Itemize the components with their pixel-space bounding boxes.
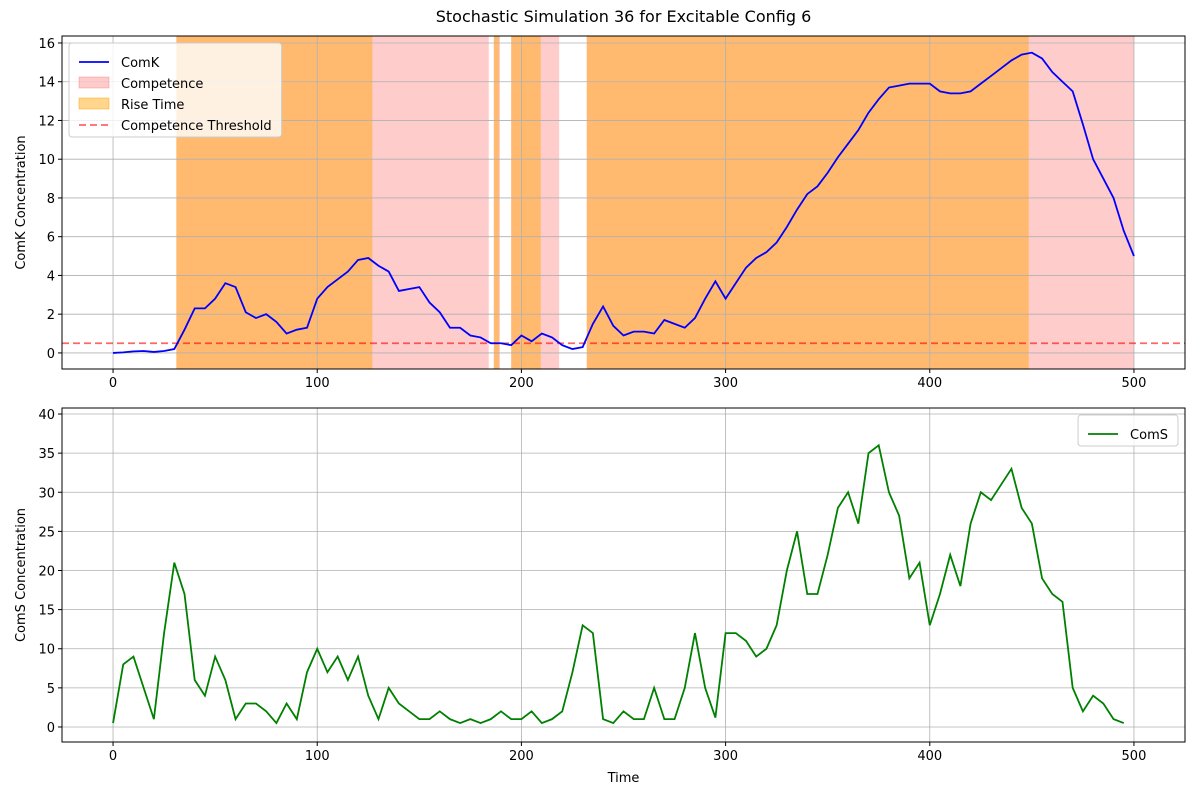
y-tick-label: 6 <box>47 231 55 246</box>
legend-swatch <box>78 97 110 110</box>
y-tick-label: 35 <box>38 447 55 462</box>
x-tick-label: 400 <box>917 376 942 391</box>
x-tick-label: 300 <box>713 376 738 391</box>
y-tick-label: 0 <box>47 721 55 736</box>
legend-label: Rise Time <box>121 98 184 113</box>
y-tick-label: 30 <box>38 486 55 501</box>
legend-label: Competence <box>121 77 203 92</box>
legend-label: ComK <box>121 56 160 71</box>
y-tick-label: 12 <box>38 114 55 129</box>
subplot: Stochastic Simulation 36 for Excitable C… <box>14 7 1186 391</box>
data-line <box>112 443 1125 725</box>
legend-frame <box>68 42 283 138</box>
y-tick-label: 2 <box>47 308 55 323</box>
legend-frame <box>1077 414 1179 447</box>
span <box>511 36 541 369</box>
x-tick-label: 400 <box>917 749 942 764</box>
x-axis-label: Time <box>607 771 640 786</box>
y-tick-label: 10 <box>38 643 55 658</box>
y-tick-label: 16 <box>38 37 55 52</box>
x-tick-label: 500 <box>1122 749 1147 764</box>
x-tick-label: 200 <box>509 749 534 764</box>
span <box>511 36 560 369</box>
legend-swatch <box>78 76 110 89</box>
x-tick-label: 500 <box>1122 376 1147 391</box>
y-tick-label: 14 <box>38 76 55 91</box>
subplot: 0 100 200 300 400 500 0 5 10 15 20 25 30 35 40 Time ComS… <box>14 407 1186 786</box>
chart-title: Stochastic Simulation 36 for Excitable C… <box>436 7 812 26</box>
y-axis-label: ComS Concentration <box>14 508 29 642</box>
y-tick-label: 0 <box>47 347 55 362</box>
axes-frame <box>61 407 1186 743</box>
x-tick-label: 200 <box>509 376 534 391</box>
axes-frame <box>61 35 1186 370</box>
data-line <box>112 51 1135 354</box>
span <box>493 36 499 369</box>
y-tick-label: 20 <box>38 565 55 580</box>
span <box>586 36 1029 369</box>
legend: ComS <box>1077 414 1179 447</box>
x-tick-label: 100 <box>305 749 330 764</box>
y-tick-label: 4 <box>47 269 55 284</box>
x-tick-label: 0 <box>109 749 117 764</box>
legend: ComK Competence Rise Time Competence Thresh… <box>68 42 283 138</box>
y-axis-label: ComK Concentration <box>14 135 29 269</box>
y-tick-label: 40 <box>38 408 55 423</box>
legend-label: Competence Threshold <box>121 119 272 134</box>
y-tick-label: 10 <box>38 153 55 168</box>
y-tick-label: 5 <box>47 682 55 697</box>
x-tick-label: 100 <box>305 376 330 391</box>
legend-label: ComS <box>1130 428 1168 443</box>
span <box>586 36 1134 369</box>
x-tick-label: 0 <box>109 376 117 391</box>
x-tick-label: 300 <box>713 749 738 764</box>
y-tick-label: 8 <box>47 192 55 207</box>
y-tick-label: 25 <box>38 525 55 540</box>
span <box>493 36 500 369</box>
y-tick-label: 15 <box>38 604 55 619</box>
